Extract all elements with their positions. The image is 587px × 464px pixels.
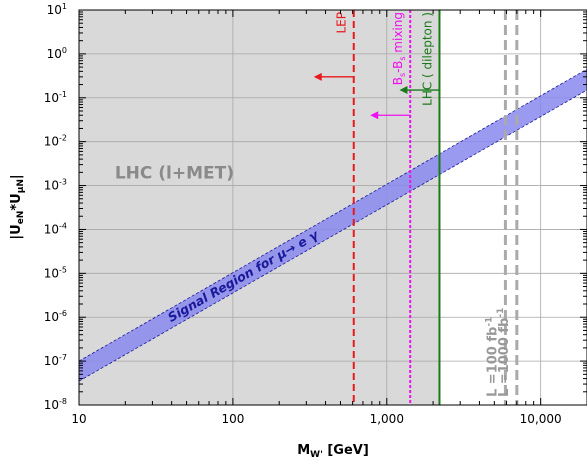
- y-axis-ticks: 101 100 10-1 10-2 10-3 10-4 10-5 10-6 10-7 10-8: [44, 2, 587, 412]
- y-tick-label: 10-4: [44, 221, 67, 236]
- signal-band-lower-edge: [79, 89, 587, 382]
- signal-band: [79, 68, 587, 382]
- x-tick-label: 1,000: [370, 412, 404, 426]
- y-tick-label: 10-3: [44, 178, 67, 193]
- y-tick-label: 10-7: [44, 353, 67, 368]
- limit-lines: LEP Bs-Bs mixing LHC ( dilepton ): [313, 10, 441, 405]
- y-tick-label: 10-8: [44, 397, 67, 412]
- x-axis-title: MW' [GeV]: [297, 443, 369, 460]
- y-tick-label: 10-2: [44, 134, 67, 149]
- limit-label-2: LHC ( dilepton ): [420, 12, 434, 106]
- signal-band-fill: [79, 69, 587, 382]
- x-axis-ticks: 10 100 1,000 10,000: [71, 10, 587, 426]
- excluded-region-label: LHC (l+MET): [115, 163, 234, 183]
- limit-label-1: Bs-Bs mixing: [391, 12, 407, 85]
- plot-frame: [78, 9, 587, 406]
- lumi-label-1: L =1000 fb-1: [496, 308, 512, 397]
- lumi-label-0: L =100 fb-1: [484, 317, 500, 397]
- y-tick-label: 10-5: [44, 265, 67, 280]
- y-tick-label: 10-1: [44, 90, 67, 105]
- signal-band-upper-edge: [79, 68, 587, 362]
- y-tick-label: 100: [47, 46, 67, 61]
- y-axis-title: |UeN*UμN|: [9, 174, 26, 239]
- limit-label-0: LEP: [335, 12, 349, 34]
- y-tick-label: 101: [47, 2, 67, 17]
- x-tick-label: 100: [221, 412, 244, 426]
- y-tick-label: 10-6: [44, 309, 67, 324]
- limit-arrow-head-0: [313, 72, 322, 81]
- limit-arrow-head-2: [399, 86, 408, 95]
- luminosity-lines: L =100 fb-1 L =1000 fb-1: [484, 10, 519, 405]
- limit-arrow-head-1: [370, 111, 379, 120]
- x-tick-label: 10: [71, 412, 86, 426]
- x-tick-label: 10,000: [520, 412, 562, 426]
